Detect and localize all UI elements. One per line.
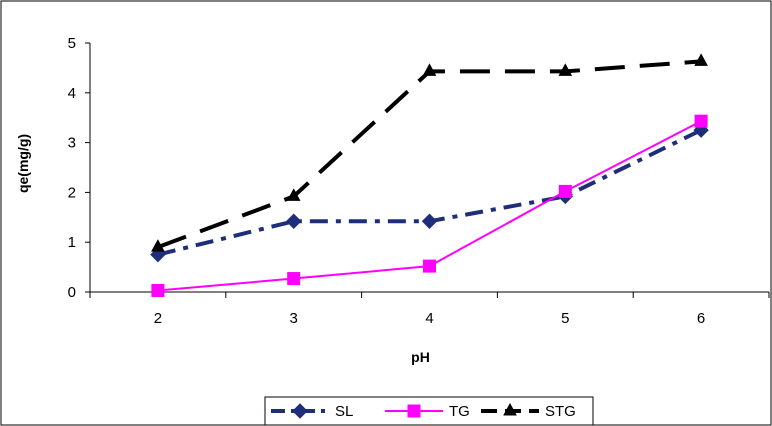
point-triangle bbox=[151, 239, 165, 252]
point-square bbox=[407, 404, 421, 418]
y-tick-label: 2 bbox=[68, 184, 76, 201]
point-diamond bbox=[292, 403, 308, 419]
series-tg bbox=[151, 114, 708, 298]
y-tick-label: 3 bbox=[68, 135, 76, 152]
series-layer bbox=[150, 53, 709, 298]
x-tick-label: 5 bbox=[561, 310, 569, 327]
x-tick-label: 2 bbox=[154, 310, 162, 327]
y-tick-label: 1 bbox=[68, 234, 76, 251]
y-tick-label: 0 bbox=[68, 284, 76, 301]
legend-label-sl: SL bbox=[335, 403, 353, 420]
series-stg bbox=[151, 53, 708, 252]
point-triangle bbox=[694, 53, 708, 66]
point-triangle bbox=[422, 63, 437, 76]
point-square bbox=[287, 272, 301, 286]
x-axis-title: pH bbox=[411, 349, 430, 365]
point-square bbox=[151, 284, 165, 298]
point-square bbox=[423, 259, 436, 273]
point-triangle bbox=[286, 188, 301, 201]
x-tick-label: 6 bbox=[697, 310, 705, 327]
x-tick-label: 3 bbox=[290, 310, 298, 327]
point-diamond bbox=[421, 213, 438, 229]
y-tick-label: 5 bbox=[68, 35, 76, 52]
y-axis-title: qe(mg/g) bbox=[15, 134, 31, 193]
axes: 0 1 2 3 4 5 2 3 4 5 6 bbox=[68, 35, 770, 327]
point-square bbox=[558, 184, 572, 198]
point-triangle bbox=[503, 402, 517, 416]
legend-label-tg: TG bbox=[449, 403, 470, 420]
point-square bbox=[694, 114, 708, 128]
legend: SL TG STG bbox=[264, 396, 594, 426]
legend-label-stg: STG bbox=[545, 403, 576, 420]
point-triangle bbox=[558, 63, 573, 76]
x-tick-label: 4 bbox=[425, 310, 433, 327]
y-tick-label: 4 bbox=[68, 85, 76, 102]
point-diamond bbox=[285, 213, 302, 229]
